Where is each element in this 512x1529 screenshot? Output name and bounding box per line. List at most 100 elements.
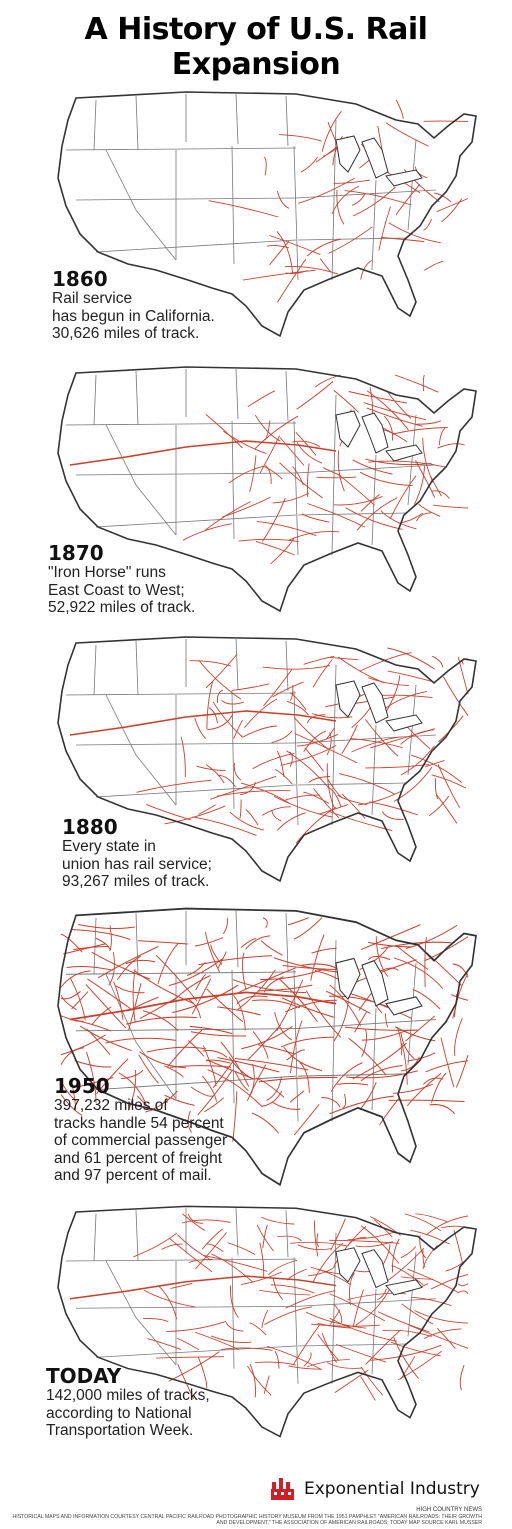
rail-line (384, 1013, 389, 1028)
state-border (371, 724, 377, 816)
state-border (407, 962, 417, 1065)
rail-line (344, 190, 412, 206)
state-border (75, 742, 297, 746)
rail-line (452, 963, 469, 978)
rail-line (86, 1028, 111, 1056)
rail-line (393, 957, 444, 990)
rail-line (434, 778, 439, 800)
rail-line (412, 989, 441, 1010)
rail-line (182, 1213, 206, 1231)
state-border (293, 420, 299, 556)
rail-line (360, 1366, 384, 1396)
rail-line (168, 958, 223, 987)
rail-line (264, 1306, 313, 1325)
map-panel-1880: 1880 Every state in union has rail servi… (36, 625, 482, 890)
rail-line (187, 1213, 204, 1224)
rail-line (276, 812, 306, 831)
rail-line (206, 681, 213, 730)
rail-line (377, 1288, 387, 1301)
state-border (407, 1251, 417, 1337)
state-border (331, 1232, 337, 1384)
rail-line (126, 1016, 197, 1025)
caption-1950: 1950 397,232 miles of tracks handle 54 p… (54, 1075, 259, 1185)
rail-line (282, 965, 340, 971)
rail-line (207, 714, 234, 731)
state-border (93, 644, 97, 696)
rail-line (264, 466, 283, 480)
rail-line (211, 1253, 254, 1283)
rail-line (273, 796, 333, 818)
rail-line (360, 494, 380, 512)
rail-line (195, 1331, 239, 1350)
rail-line (321, 110, 342, 152)
rail-line (308, 776, 331, 783)
rail-line (312, 1242, 344, 1284)
great-lake (335, 1247, 361, 1283)
great-lake (335, 135, 361, 173)
rail-line (400, 1246, 417, 1259)
rail-line (359, 652, 412, 672)
rail-line (136, 779, 212, 793)
rail-line (326, 727, 335, 740)
state-border (105, 1260, 177, 1366)
transcontinental-line (69, 710, 337, 736)
rail-line (249, 455, 257, 493)
rail-line (355, 1241, 393, 1248)
state-border (297, 512, 407, 516)
rail-line (354, 959, 417, 983)
rail-line (275, 769, 293, 785)
rail-line (223, 430, 267, 455)
rail-line (190, 1031, 247, 1037)
rail-line (165, 1321, 227, 1332)
rail-line (436, 198, 469, 213)
rail-line (206, 1059, 256, 1080)
rail-line (188, 1258, 213, 1264)
rail-line (262, 917, 268, 929)
rail-line (272, 681, 304, 698)
rail-line (202, 1050, 228, 1058)
credit-text: HISTORICAL MAPS AND INFORMATION COURTESY… (12, 1514, 482, 1527)
rail-line (285, 999, 338, 1013)
rail-line (192, 816, 257, 836)
rail-line (293, 717, 328, 749)
rail-line (272, 1277, 284, 1300)
rail-line (233, 719, 243, 739)
rail-line (255, 540, 295, 556)
rail-line (333, 390, 360, 413)
rail-line (132, 968, 136, 1023)
country-outline (57, 366, 477, 613)
rail-line (155, 1356, 225, 1359)
state-border (95, 1075, 297, 1091)
rail-line (314, 1220, 319, 1257)
great-lake (385, 169, 423, 187)
rail-line (345, 1070, 419, 1079)
rail-line (430, 476, 442, 497)
rail-line (63, 943, 107, 955)
factory-icon (271, 1478, 294, 1500)
state-border (297, 782, 407, 786)
state-border (65, 147, 297, 151)
rail-line (272, 1101, 301, 1110)
rail-line (60, 970, 91, 988)
rail-line (198, 955, 273, 966)
caption-1870: 1870 "Iron Horse" runs East Coast to Wes… (48, 542, 253, 617)
rail-line (370, 728, 436, 749)
rail-line (451, 994, 469, 1001)
rail-line (205, 1059, 231, 1064)
state-border (105, 149, 177, 261)
rail-line (286, 750, 329, 788)
rail-line (298, 177, 355, 204)
state-border (295, 1298, 437, 1307)
rail-line (204, 1097, 224, 1113)
rail-line (210, 775, 277, 800)
rail-line (335, 1343, 387, 1363)
rail-line (306, 1359, 350, 1368)
rail-line (312, 713, 353, 719)
state-border (105, 694, 177, 806)
year-label: 1870 (48, 541, 104, 565)
state-border (331, 394, 337, 556)
rail-line (384, 415, 394, 441)
rail-line (321, 1333, 337, 1363)
rail-line (252, 1031, 269, 1059)
state-border (93, 99, 97, 151)
